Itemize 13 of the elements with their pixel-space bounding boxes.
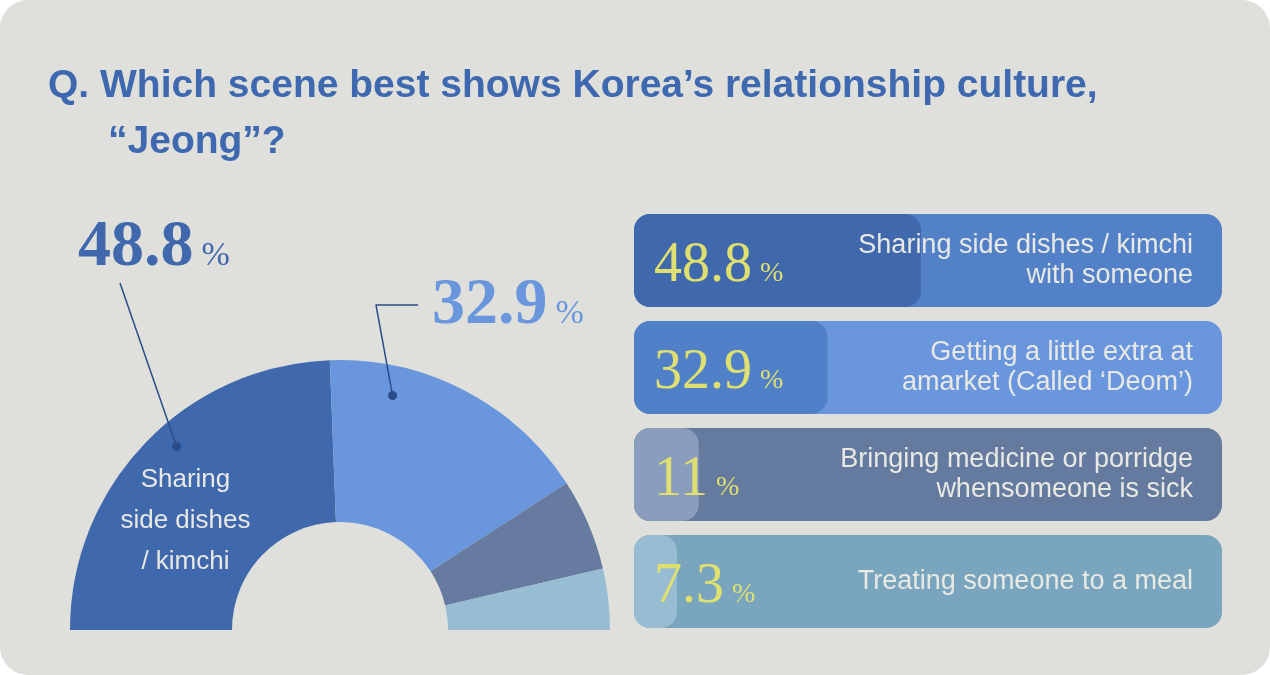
data-label: 11% [654,444,740,507]
y-tick-label: Bringing medicine or porridge whensomeone is sick [840,442,1194,503]
chart-title: Q. Which scene best shows Korea’s relationship culture, “Jeong”? [48,61,1099,163]
data-label: 7.3% [654,551,756,614]
data-label: 32.9% [654,337,784,400]
data-label: 48.8% [78,206,230,279]
bar [634,321,828,414]
y-tick-label: Getting a little extra at amarket (Called ‘Deom’) [901,335,1194,396]
data-label: 48.8% [654,230,784,293]
slice-label: Sharing side dishes / kimchi [120,463,251,576]
y-tick-label: Sharing side dishes / kimchi with someone [858,228,1193,289]
y-tick-label: Treating someone to a meal [857,564,1193,595]
data-label: 32.9% [432,264,584,337]
